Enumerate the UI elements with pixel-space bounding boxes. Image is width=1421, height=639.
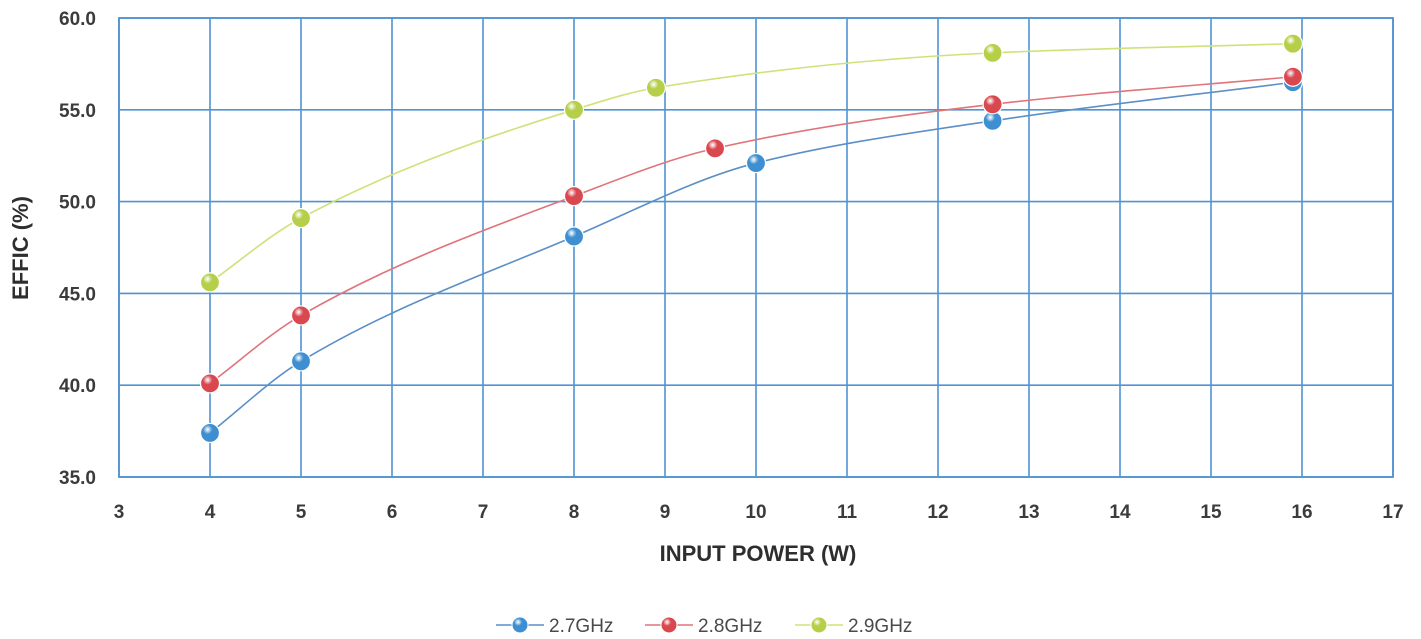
plot-frame xyxy=(118,17,1394,478)
data-point-2.7GHz xyxy=(745,152,767,174)
x-axis-title: INPUT POWER (W) xyxy=(660,541,857,566)
x-tick-labels: 3 4 5 6 7 8 9 10 11 12 13 14 15 16 17 xyxy=(114,502,1404,523)
data-point-2.8GHz xyxy=(290,305,312,326)
legend-marker xyxy=(660,616,678,634)
y-tick-labels: 35.0 40.0 45.0 50.0 55.0 60.0 xyxy=(59,9,96,489)
x-tick-label: 11 xyxy=(837,502,858,523)
x-tick-label: 4 xyxy=(205,502,216,523)
legend-label: 2.9GHz xyxy=(848,616,912,637)
x-tick-label: 3 xyxy=(114,502,125,523)
legend: 2.7GHz 2.8GHz 2.9GHz xyxy=(496,616,912,637)
series-lines xyxy=(209,42,1294,434)
grid xyxy=(118,17,1394,478)
data-point-2.7GHz xyxy=(290,351,312,372)
x-tick-label: 10 xyxy=(745,502,766,523)
data-point-2.7GHz xyxy=(199,422,221,444)
data-point-2.8GHz xyxy=(199,373,221,394)
data-point-2.7GHz xyxy=(563,226,585,247)
legend-marker xyxy=(511,616,529,634)
data-point-2.8GHz xyxy=(704,138,726,159)
data-point-2.8GHz xyxy=(1282,66,1304,87)
legend-label: 2.7GHz xyxy=(549,616,613,637)
data-point-2.8GHz xyxy=(982,94,1003,115)
y-tick-label: 60.0 xyxy=(59,9,96,30)
data-point-2.8GHz xyxy=(563,185,585,207)
data-point-2.9GHz xyxy=(645,77,667,98)
x-tick-label: 17 xyxy=(1382,502,1403,523)
data-point-2.9GHz xyxy=(982,42,1003,63)
data-point-2.9GHz xyxy=(563,99,585,120)
data-point-2.9GHz xyxy=(199,272,221,293)
x-tick-label: 6 xyxy=(387,502,398,523)
series-line-2.8GHz xyxy=(209,75,1293,385)
y-tick-label: 40.0 xyxy=(59,376,96,397)
y-tick-label: 55.0 xyxy=(59,101,96,122)
legend-item-2.8GHz: 2.8GHz xyxy=(645,616,762,637)
data-point-2.9GHz xyxy=(290,208,312,229)
x-tick-label: 8 xyxy=(569,502,580,523)
x-tick-label: 13 xyxy=(1018,502,1039,523)
y-axis-title: EFFIC (%) xyxy=(8,196,33,300)
legend-marker xyxy=(810,616,828,634)
x-tick-label: 16 xyxy=(1291,502,1312,523)
x-tick-label: 14 xyxy=(1109,502,1131,523)
y-tick-label: 45.0 xyxy=(59,284,96,305)
x-tick-label: 5 xyxy=(296,502,307,523)
x-tick-label: 9 xyxy=(660,502,671,523)
data-markers xyxy=(199,33,1304,444)
x-tick-label: 15 xyxy=(1200,502,1222,523)
legend-item-2.9GHz: 2.9GHz xyxy=(795,616,912,637)
series-line-2.7GHz xyxy=(209,81,1294,434)
plot-border xyxy=(118,17,1394,478)
legend-item-2.7GHz: 2.7GHz xyxy=(496,616,613,637)
data-point-2.9GHz xyxy=(1282,33,1304,54)
y-tick-label: 50.0 xyxy=(59,193,96,214)
legend-label: 2.8GHz xyxy=(698,616,762,637)
x-tick-label: 7 xyxy=(478,502,489,523)
y-tick-label: 35.0 xyxy=(59,468,96,489)
x-tick-label: 12 xyxy=(927,502,948,523)
